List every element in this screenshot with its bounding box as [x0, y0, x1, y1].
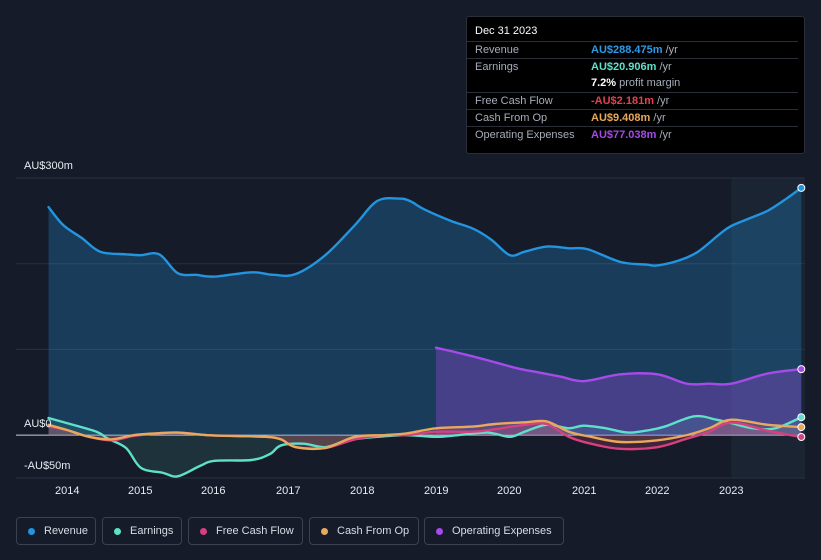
operating-expenses-area — [436, 347, 802, 436]
tooltip-label: Free Cash Flow — [475, 95, 553, 107]
tooltip-label: Revenue — [475, 44, 520, 56]
tooltip-value: AU$77.038m /yr — [591, 129, 672, 141]
earnings-line — [47, 414, 803, 478]
series-lines — [47, 186, 803, 478]
free-cash-flow-end-marker — [797, 433, 806, 442]
x-tick-label: 2021 — [572, 485, 597, 497]
earnings-area — [48, 416, 802, 477]
tooltip-value: 7.2% profit margin — [591, 77, 681, 89]
x-tick-label: 2016 — [201, 485, 226, 497]
x-tick-label: 2019 — [424, 485, 449, 497]
revenue-line — [47, 186, 803, 278]
earnings-end-marker — [797, 413, 806, 422]
operating-expenses-line — [434, 346, 803, 386]
legend-dot-icon — [436, 528, 443, 535]
legend-label: Operating Expenses — [452, 525, 552, 537]
operating-expenses-end-marker — [797, 365, 806, 374]
revenue-end-marker — [797, 183, 806, 192]
series-end-markers — [797, 183, 806, 442]
legend-item-earnings[interactable]: Earnings — [102, 517, 182, 545]
x-tick-label: 2022 — [645, 485, 670, 497]
x-tick-label: 2014 — [55, 485, 80, 497]
legend-dot-icon — [200, 528, 207, 535]
y-tick-label-zero: AU$0 — [24, 418, 52, 430]
x-tick-label: 2023 — [719, 485, 744, 497]
x-tick-label: 2017 — [276, 485, 301, 497]
legend-label: Revenue — [44, 525, 89, 537]
data-tooltip: Dec 31 2023 Revenue AU$288.475m /yr Earn… — [466, 16, 805, 154]
legend-item-revenue[interactable]: Revenue — [16, 517, 96, 545]
legend-item-operating-expenses[interactable]: Operating Expenses — [424, 517, 564, 545]
revenue-area — [48, 187, 802, 436]
y-tick-label-top: AU$300m — [24, 160, 73, 172]
tooltip-value: AU$20.906m /yr — [591, 61, 672, 73]
legend-label: Cash From Op — [337, 525, 410, 537]
cash-from-op-line — [47, 418, 803, 451]
x-tick-label: 2020 — [497, 485, 522, 497]
legend-dot-icon — [321, 528, 328, 535]
legend-label: Free Cash Flow — [216, 525, 294, 537]
x-tick-label: 2015 — [128, 485, 153, 497]
tooltip-date: Dec 31 2023 — [475, 25, 538, 37]
cash-from-op-end-marker — [797, 423, 806, 432]
tooltip-label: Earnings — [475, 61, 519, 73]
tooltip-row-opex: Operating Expenses AU$77.038m /yr — [467, 126, 798, 144]
tooltip-row-cfo: Cash From Op AU$9.408m /yr — [467, 109, 798, 127]
tooltip-row-revenue: Revenue AU$288.475m /yr — [467, 41, 798, 59]
y-tick-label-bottom: -AU$50m — [24, 460, 71, 472]
tooltip-row-earnings: Earnings AU$20.906m /yr — [467, 58, 798, 76]
x-tick-label: 2018 — [350, 485, 375, 497]
legend-item-cash-from-op[interactable]: Cash From Op — [309, 517, 419, 545]
cash-from-op-area — [48, 419, 802, 449]
tooltip-label: Cash From Op — [475, 112, 548, 124]
legend-item-free-cash-flow[interactable]: Free Cash Flow — [188, 517, 303, 545]
legend-dot-icon — [28, 528, 35, 535]
tooltip-value: AU$9.408m /yr — [591, 112, 666, 124]
tooltip-row-fcf: Free Cash Flow -AU$2.181m /yr — [467, 92, 798, 110]
tooltip-value: -AU$2.181m /yr — [591, 95, 670, 107]
tooltip-value: AU$288.475m /yr — [591, 44, 678, 56]
tooltip-label: Operating Expenses — [475, 129, 575, 141]
legend-label: Earnings — [130, 525, 174, 537]
tooltip-row-margin: 7.2% profit margin — [467, 75, 798, 92]
legend-dot-icon — [114, 528, 121, 535]
